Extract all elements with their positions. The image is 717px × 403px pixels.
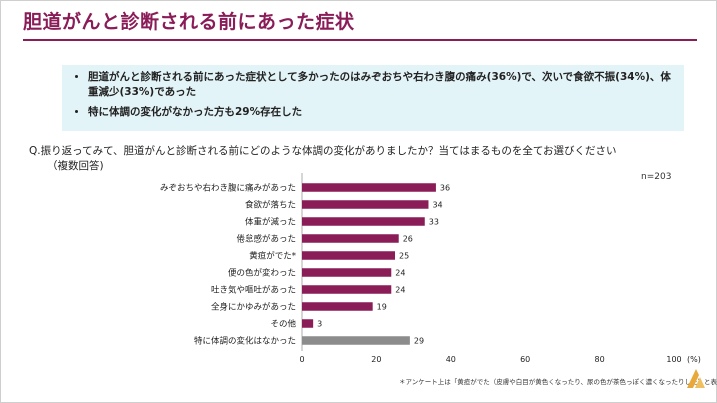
x-tick-label: 100 bbox=[666, 355, 681, 364]
value-label: 33 bbox=[429, 218, 439, 227]
value-label: 25 bbox=[399, 252, 409, 261]
question-text: Q.振り返ってみて、胆道がんと診断される前にどのような体調の変化がありましたか？… bbox=[29, 145, 617, 157]
summary-item: 特に体調の変化がなかった方も29%存在した bbox=[88, 105, 674, 120]
value-label: 19 bbox=[377, 303, 387, 312]
summary-item: 胆道がんと診断される前にあった症状として多かったのはみぞおちや右わき腹の痛み(3… bbox=[88, 70, 674, 100]
question-note: （複数回答) bbox=[47, 160, 104, 172]
category-label: 全身にかゆみがあった bbox=[211, 302, 296, 313]
slide-title: 胆道がんと診断される前にあった症状 bbox=[23, 11, 355, 33]
bar bbox=[302, 285, 392, 294]
x-tick-label: 20 bbox=[371, 355, 381, 364]
category-label: みぞおちや右わき腹に痛みがあった bbox=[160, 183, 296, 194]
value-label: 29 bbox=[414, 337, 424, 346]
category-label: 特に体調の変化はなかった bbox=[194, 336, 296, 347]
category-label: その他 bbox=[270, 319, 296, 330]
sample-size-label: n=203 bbox=[641, 172, 672, 182]
value-label: 34 bbox=[432, 201, 442, 210]
category-label: 黄疸がでた* bbox=[249, 251, 296, 262]
category-label: 体重が減った bbox=[245, 217, 296, 228]
bar bbox=[302, 234, 399, 243]
x-tick-label: 40 bbox=[446, 355, 456, 364]
category-label: 便の色が変わった bbox=[228, 268, 296, 279]
bar bbox=[302, 200, 429, 209]
bar bbox=[302, 183, 436, 192]
bar bbox=[302, 268, 392, 277]
value-label: 24 bbox=[395, 269, 405, 278]
footnote: ＊アンケート上は「黄疸がでた（皮膚や白目が黄色くなったり、尿の色が茶色っぽく濃く… bbox=[399, 378, 717, 386]
bar bbox=[302, 302, 373, 311]
category-label: 倦怠感があった bbox=[236, 234, 296, 245]
value-label: 26 bbox=[403, 235, 413, 244]
x-unit-label: (%) bbox=[687, 355, 701, 364]
category-label: 食欲が落ちた bbox=[245, 200, 296, 211]
company-logo-icon bbox=[687, 369, 705, 388]
bar bbox=[302, 336, 410, 345]
summary-list: 胆道がんと診断される前にあった症状として多かったのはみぞおちや右わき腹の痛み(3… bbox=[74, 70, 674, 120]
value-label: 24 bbox=[395, 286, 405, 295]
value-label: 3 bbox=[317, 320, 322, 329]
bar bbox=[302, 251, 395, 260]
x-tick-label: 0 bbox=[299, 355, 304, 364]
bar bbox=[302, 319, 314, 328]
bar bbox=[302, 217, 425, 226]
value-label: 36 bbox=[440, 184, 450, 193]
title-divider bbox=[23, 39, 697, 41]
summary-box: 胆道がんと診断される前にあった症状として多かったのはみぞおちや右わき腹の痛み(3… bbox=[62, 65, 684, 131]
x-tick-label: 60 bbox=[520, 355, 530, 364]
survey-question: Q.振り返ってみて、胆道がんと診断される前にどのような体調の変化がありましたか？… bbox=[29, 144, 709, 174]
x-tick-label: 80 bbox=[595, 355, 605, 364]
category-label: 吐き気や嘔吐があった bbox=[211, 285, 296, 296]
